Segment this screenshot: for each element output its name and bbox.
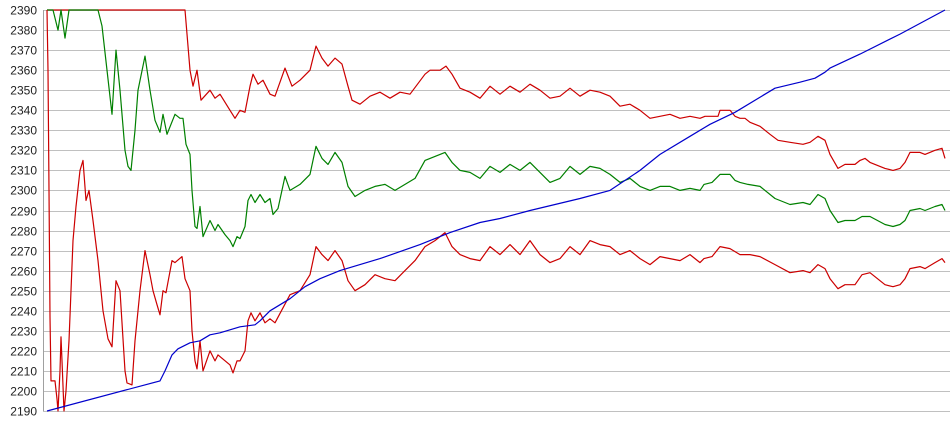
series-line-trend xyxy=(46,9,946,412)
y-axis-ticks: 2190 2200 2210 2220 2230 2240 2250 2260 2270 2280… xyxy=(10,4,37,419)
y-tick-label: 2350 xyxy=(10,84,37,98)
y-tick-label: 2220 xyxy=(10,345,37,359)
y-tick-label: 2320 xyxy=(10,144,37,158)
y-tick-label: 2390 xyxy=(10,4,37,18)
series-line-lower xyxy=(46,9,946,412)
y-tick-label: 2290 xyxy=(10,205,37,219)
y-tick-label: 2310 xyxy=(10,164,37,178)
series-line-upper xyxy=(47,9,946,171)
grid-lines xyxy=(43,10,950,412)
y-tick-label: 2200 xyxy=(10,385,37,399)
y-tick-label: 2260 xyxy=(10,265,37,279)
y-tick-label: 2240 xyxy=(10,305,37,319)
y-tick-label: 2300 xyxy=(10,184,37,198)
y-tick-label: 2330 xyxy=(10,124,37,138)
y-tick-label: 2340 xyxy=(10,104,37,118)
y-tick-label: 2280 xyxy=(10,225,37,239)
series-line-middle xyxy=(47,9,946,248)
y-tick-label: 2190 xyxy=(10,405,37,419)
y-tick-label: 2210 xyxy=(10,365,37,379)
y-tick-label: 2360 xyxy=(10,64,37,78)
y-tick-label: 2230 xyxy=(10,325,37,339)
y-tick-label: 2380 xyxy=(10,24,37,38)
y-tick-label: 2370 xyxy=(10,44,37,58)
y-tick-label: 2250 xyxy=(10,285,37,299)
series-lines xyxy=(46,9,946,412)
y-tick-label: 2270 xyxy=(10,245,37,259)
